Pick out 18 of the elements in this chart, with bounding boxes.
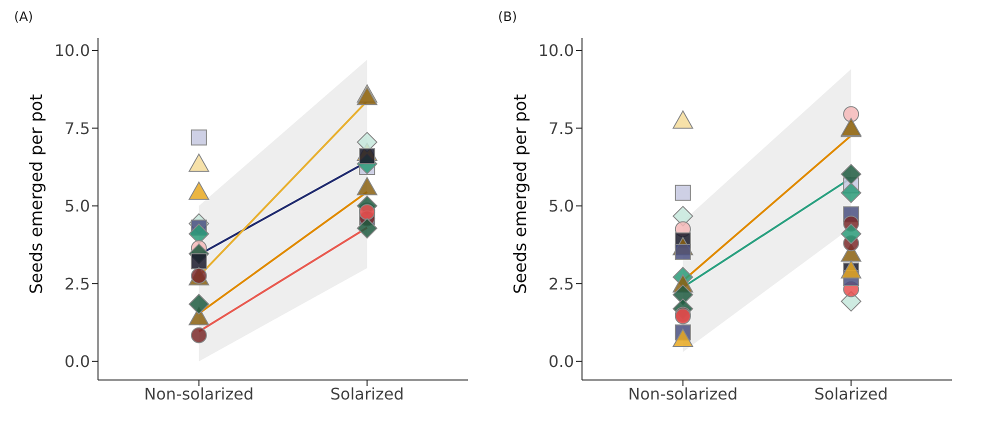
x-tick-label: Solarized [814,384,888,404]
y-tick-label: 5.0 [548,196,574,216]
x-tick-label: Non-solarized [628,384,738,404]
chart-title: (A) [14,10,34,25]
y-tick-label: 0.0 [64,352,90,372]
y-tick-label: 10.0 [54,41,90,60]
y-tick-label: 5.0 [64,196,90,216]
chart-title: (B) [498,10,518,25]
x-tick-label: Solarized [330,384,404,404]
y-tick-label: 0.0 [548,352,574,372]
y-axis-title: Seeds emerged per pot [27,94,48,294]
y-axis-title: Seeds emerged per pot [511,94,532,294]
y-tick-label: 7.5 [64,118,90,138]
y-tick-label: 2.5 [64,274,90,294]
x-tick-label: Non-solarized [144,384,254,404]
y-tick-label: 10.0 [538,41,574,60]
y-tick-label: 7.5 [548,118,574,138]
y-tick-label: 2.5 [548,274,574,294]
